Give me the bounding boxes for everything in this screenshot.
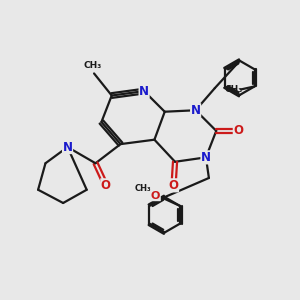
- Text: O: O: [233, 124, 243, 137]
- Text: CH₃: CH₃: [83, 61, 102, 70]
- Text: N: N: [190, 104, 201, 117]
- Text: N: N: [201, 151, 211, 164]
- Text: O: O: [151, 190, 160, 201]
- Text: CH₃: CH₃: [135, 184, 152, 194]
- Text: CH₃: CH₃: [225, 85, 243, 94]
- Text: O: O: [101, 179, 111, 192]
- Text: N: N: [63, 141, 73, 154]
- Text: O: O: [169, 179, 178, 192]
- Text: N: N: [139, 85, 149, 98]
